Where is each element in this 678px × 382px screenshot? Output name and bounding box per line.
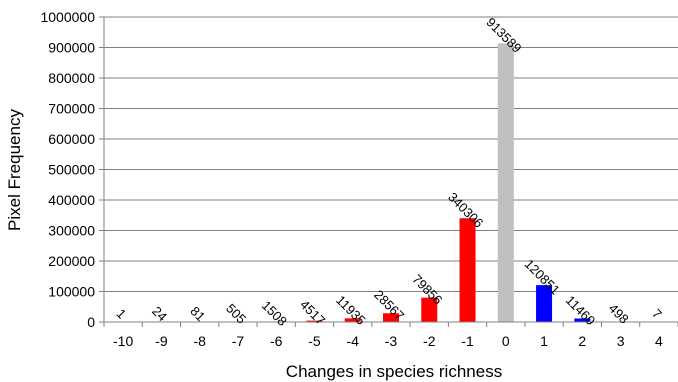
y-tick-label: 600000: [48, 131, 95, 147]
bar: [344, 318, 361, 322]
y-tick-label: 800000: [48, 70, 95, 86]
x-tick-label: -5: [308, 333, 321, 349]
y-tick-label: 500000: [48, 162, 95, 178]
y-axis-title: Pixel Frequency: [5, 109, 24, 231]
x-tick-label: 1: [540, 333, 548, 349]
data-label: 498: [606, 301, 632, 327]
x-tick-label: -9: [155, 333, 168, 349]
y-tick-label: 300000: [48, 223, 95, 239]
x-tick-label: 0: [502, 333, 510, 349]
x-tick-label: 3: [617, 333, 625, 349]
x-tick-label: -6: [270, 333, 283, 349]
x-tick-label: -8: [193, 333, 206, 349]
gridlines: [104, 16, 678, 292]
x-tick-label: -2: [423, 333, 436, 349]
x-tick-label: 2: [578, 333, 586, 349]
data-label: 24: [149, 303, 170, 324]
x-tick-label: 4: [655, 333, 663, 349]
y-tick-label: 100000: [48, 284, 95, 300]
bar: [459, 218, 476, 322]
bars: [115, 43, 667, 323]
x-tick-label: -1: [461, 333, 474, 349]
bar: [421, 297, 438, 322]
data-label: 1508: [259, 298, 290, 329]
y-tick-labels: 0 100000 200000 300000 400000 500000 600000 700…: [40, 9, 95, 330]
x-tick-label: -10: [113, 333, 133, 349]
data-label: 81: [187, 303, 208, 324]
x-tick-label: -4: [347, 333, 360, 349]
bar: [383, 313, 399, 322]
axes: [99, 16, 678, 327]
bar: [536, 285, 553, 322]
data-label: 7: [649, 306, 665, 322]
data-label: 505: [223, 301, 249, 327]
data-labels: 1 24 81 505 1508 4517 11935 28567 79856340306913…: [113, 15, 664, 329]
data-label: 11460: [563, 293, 598, 328]
x-axis-title: Changes in species richness: [286, 362, 502, 381]
bar: [306, 320, 323, 322]
bar: [497, 43, 514, 323]
y-tick-label: 1000000: [40, 9, 95, 25]
y-tick-label: 200000: [48, 253, 95, 269]
x-tick-label: -3: [385, 333, 398, 349]
data-label: 11935: [333, 292, 368, 327]
x-tick-label: -7: [232, 333, 245, 349]
data-label: 4517: [297, 297, 328, 328]
bar: [574, 318, 591, 322]
y-tick-label: 0: [87, 314, 95, 330]
y-tick-label: 400000: [48, 192, 95, 208]
x-tick-labels: -10 -9 -8 -7 -6 -5 -4 -3 -2 -1 0 1 2 3 4: [113, 333, 663, 349]
data-label: 1: [113, 306, 129, 322]
y-tick-label: 900000: [48, 40, 95, 56]
y-tick-label: 700000: [48, 101, 95, 117]
